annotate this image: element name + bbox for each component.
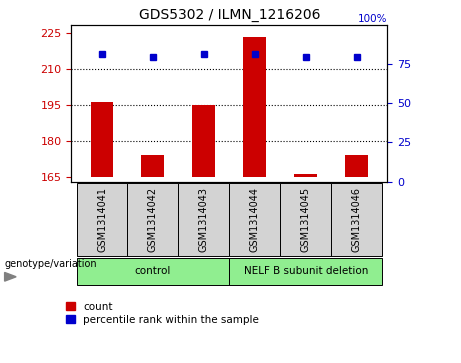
Bar (90, 102, 113, 177)
FancyBboxPatch shape (128, 183, 178, 256)
FancyBboxPatch shape (331, 183, 382, 256)
Text: GSM1314041: GSM1314041 (97, 187, 107, 252)
FancyBboxPatch shape (280, 183, 331, 256)
FancyBboxPatch shape (230, 258, 382, 285)
Text: GSM1314044: GSM1314044 (250, 187, 260, 252)
Text: GSM1314043: GSM1314043 (199, 187, 209, 252)
FancyBboxPatch shape (77, 183, 128, 256)
Text: genotype/variation: genotype/variation (5, 259, 97, 269)
Text: GSM1314042: GSM1314042 (148, 187, 158, 252)
Text: GSM1314046: GSM1314046 (352, 187, 362, 252)
Text: 100%: 100% (358, 14, 387, 24)
Bar (243, 37, 266, 177)
Bar (142, 155, 165, 177)
Text: control: control (135, 266, 171, 276)
Text: GSM1314045: GSM1314045 (301, 187, 311, 252)
FancyBboxPatch shape (178, 183, 230, 256)
Bar (345, 155, 368, 177)
Bar (192, 105, 215, 177)
Bar (294, 174, 317, 177)
FancyBboxPatch shape (230, 183, 280, 256)
Legend: count, percentile rank within the sample: count, percentile rank within the sample (62, 298, 263, 329)
Title: GDS5302 / ILMN_1216206: GDS5302 / ILMN_1216206 (139, 8, 320, 22)
Text: NELF B subunit deletion: NELF B subunit deletion (243, 266, 368, 276)
FancyBboxPatch shape (77, 258, 230, 285)
